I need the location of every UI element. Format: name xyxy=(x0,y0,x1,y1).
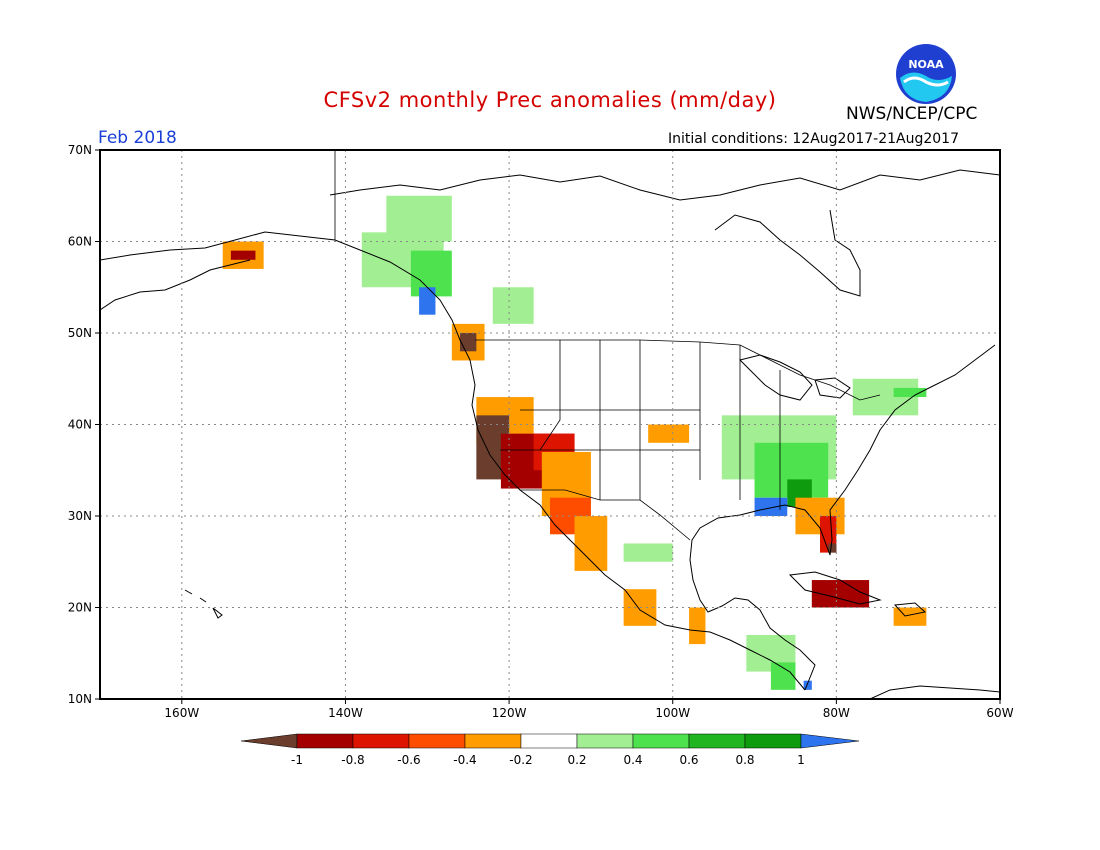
cuba xyxy=(788,571,882,605)
legend-swatch xyxy=(352,733,410,749)
south-america-coast xyxy=(869,685,1000,699)
legend-tick-label: 0.4 xyxy=(623,753,642,767)
hispaniola xyxy=(893,602,927,617)
hudson-bay xyxy=(714,209,861,297)
longitude-label: 80W xyxy=(823,706,850,720)
legend-tick-label: -0.4 xyxy=(453,753,476,767)
us-mexico-border xyxy=(520,489,691,541)
legend-swatch xyxy=(520,733,578,749)
longitude-labels: 160W 140W 120W 100W 80W 60W xyxy=(164,706,1013,720)
legend-tick-label: -1 xyxy=(291,753,303,767)
latitude-label: 70N xyxy=(68,143,92,157)
anomaly-cells xyxy=(222,195,927,690)
anomaly-cell xyxy=(803,680,812,690)
latitude-labels: 70N 60N 50N 40N 30N 20N 10N xyxy=(68,143,92,706)
longitude-label: 60W xyxy=(986,706,1013,720)
anomaly-cell xyxy=(648,424,690,443)
longitude-label: 160W xyxy=(164,706,199,720)
noaa-logo-text: NOAA xyxy=(908,58,944,71)
legend-swatch xyxy=(296,733,354,749)
canada-us-border xyxy=(334,150,881,401)
longitude-label: 100W xyxy=(655,706,690,720)
hawaii xyxy=(184,589,223,619)
legend-swatch xyxy=(632,733,690,749)
us-states xyxy=(500,340,781,510)
legend-arrow-low xyxy=(240,733,298,749)
legend-tick-label: 1 xyxy=(797,753,805,767)
political-borders xyxy=(334,150,881,541)
latitude-label: 50N xyxy=(68,326,92,340)
anomaly-cell xyxy=(754,497,788,516)
latitude-label: 20N xyxy=(68,601,92,615)
arctic-coast xyxy=(329,169,1000,201)
legend-tick-label: -0.2 xyxy=(509,753,532,767)
latitude-label: 10N xyxy=(68,692,92,706)
legend-swatch xyxy=(744,733,802,749)
legend-swatch xyxy=(576,733,634,749)
longitude-label: 120W xyxy=(492,706,527,720)
legend-swatch xyxy=(408,733,466,749)
longitude-label: 140W xyxy=(328,706,363,720)
gulf-coastline xyxy=(689,344,996,691)
anomaly-cell xyxy=(770,662,796,690)
alaska-west xyxy=(100,259,251,311)
organization-label: NWS/NCEP/CPC xyxy=(846,104,978,124)
coastlines xyxy=(100,169,1000,699)
anomaly-cell xyxy=(828,543,837,553)
latitude-label: 40N xyxy=(68,418,92,432)
legend-tick-label: -0.6 xyxy=(397,753,420,767)
noaa-logo: NOAA xyxy=(894,42,958,110)
legend-arrow-high xyxy=(800,733,860,749)
legend-tick-label: 0.6 xyxy=(679,753,698,767)
map-title: CFSv2 monthly Prec anomalies (mm/day) xyxy=(323,88,777,112)
anomaly-cell xyxy=(419,287,436,315)
legend-tick-label: 0.2 xyxy=(567,753,586,767)
anomaly-cell xyxy=(820,516,837,553)
lat-lon-grid xyxy=(100,150,1000,699)
great-lakes xyxy=(739,354,851,401)
anomaly-cell xyxy=(893,387,927,398)
valid-month-label: Feb 2018 xyxy=(98,128,177,148)
latitude-label: 60N xyxy=(68,235,92,249)
legend-tick-label: 0.8 xyxy=(735,753,754,767)
anomaly-cell xyxy=(460,333,477,352)
latitude-label: 30N xyxy=(68,509,92,523)
anomaly-cell xyxy=(492,287,534,324)
anomaly-cell xyxy=(623,543,673,562)
color-legend: -1 -0.8 -0.6 -0.4 -0.2 0.2 0.4 0.6 0.8 1 xyxy=(240,733,860,767)
north-america-coastline xyxy=(100,231,806,691)
legend-tick-label: -0.8 xyxy=(341,753,364,767)
anomaly-cell xyxy=(893,607,927,626)
anomaly-cell xyxy=(574,516,608,571)
anomaly-cell xyxy=(689,607,706,645)
initial-conditions-label: Initial conditions: 12Aug2017-21Aug2017 xyxy=(668,131,959,147)
legend-swatch xyxy=(688,733,746,749)
legend-swatch xyxy=(464,733,522,749)
anomaly-cell xyxy=(230,250,256,260)
